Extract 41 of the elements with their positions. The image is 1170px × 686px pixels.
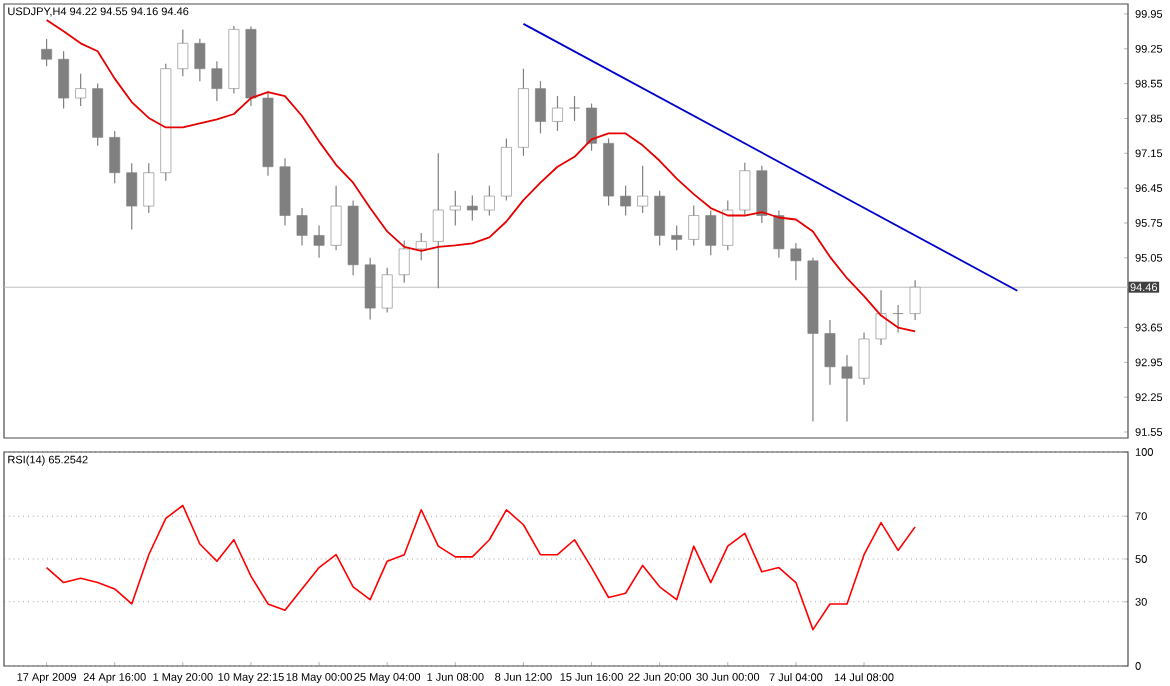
candlestick — [41, 38, 52, 67]
candlestick — [773, 209, 785, 259]
candlestick — [790, 242, 802, 281]
candlestick — [211, 60, 223, 102]
candlestick — [654, 190, 666, 246]
candlestick — [552, 95, 563, 132]
candlestick — [841, 354, 853, 423]
candlestick — [466, 195, 478, 222]
candlestick — [671, 224, 683, 251]
candlestick — [858, 331, 870, 386]
candlestick — [688, 204, 700, 246]
candlestick — [722, 199, 734, 251]
candlestick — [637, 165, 649, 214]
candlestick — [892, 304, 904, 334]
candlestick — [875, 289, 887, 346]
candlestick — [909, 279, 921, 321]
candlestick — [756, 165, 768, 224]
candlestick — [483, 185, 495, 217]
candlestick — [109, 130, 121, 184]
candlestick — [824, 319, 836, 386]
candlestick — [381, 267, 393, 314]
candlestick — [364, 257, 376, 321]
candlestick — [432, 152, 444, 289]
candlestick — [296, 207, 308, 246]
candlestick — [620, 185, 632, 217]
candlestick — [177, 28, 189, 77]
candlestick — [449, 190, 461, 227]
candlestick — [194, 38, 206, 82]
candlestick — [535, 80, 546, 134]
candlestick — [75, 73, 87, 107]
candlestick — [313, 224, 325, 259]
candlestick — [126, 162, 138, 231]
candlestick — [143, 162, 155, 214]
candlestick — [330, 185, 342, 251]
candlestick — [415, 232, 427, 261]
candlestick — [398, 239, 410, 284]
candlestick — [58, 50, 70, 110]
candlestick — [705, 209, 717, 256]
candlestick — [569, 95, 580, 122]
candlestick — [739, 162, 751, 217]
candlestick — [586, 102, 597, 152]
